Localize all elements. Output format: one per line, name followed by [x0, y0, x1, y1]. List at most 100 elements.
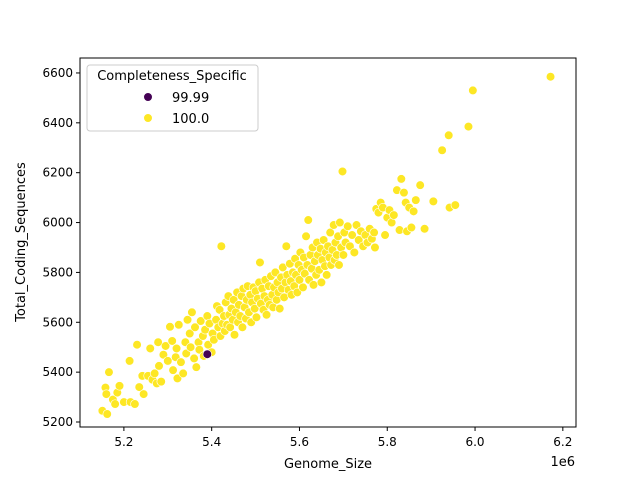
- scatter-point-100.0: [437, 145, 447, 155]
- scatter-point-100.0: [132, 340, 142, 350]
- scatter-point-100.0: [250, 303, 260, 314]
- legend-title: Completeness_Specific: [97, 69, 247, 84]
- scatter-point-100.0: [145, 343, 155, 354]
- scatter-point-100.0: [351, 220, 362, 230]
- legend-marker-99.99: [143, 92, 153, 102]
- legend: Completeness_Specific 99.99 100.0: [86, 64, 259, 132]
- scatter-point-100.0: [411, 195, 421, 205]
- scatter-point-100.0: [444, 130, 454, 140]
- scatter-point-100.0: [186, 342, 196, 352]
- x-tick-label: 5.6: [290, 435, 309, 449]
- scatter-point-100.0: [281, 241, 291, 251]
- scatter-point-100.0: [354, 235, 364, 245]
- scatter-point-100.0: [261, 310, 272, 320]
- scatter-point-100.0: [237, 322, 248, 332]
- y-axis-label: Total_Coding_Sequences: [14, 162, 29, 323]
- scatter-point-100.0: [298, 282, 308, 292]
- scatter-point-100.0: [301, 231, 311, 241]
- scatter-point-100.0: [187, 307, 197, 317]
- scatter-point-100.0: [396, 174, 406, 184]
- y-tick-label: 6400: [42, 116, 73, 130]
- y-axis-ticks: 5200 5400 5600 5800 6000 6200 6400 6600: [42, 66, 80, 429]
- scatter-point-100.0: [370, 242, 380, 253]
- y-tick-label: 5800: [42, 265, 73, 279]
- scatter-point-100.0: [347, 230, 357, 240]
- scatter-point-100.0: [160, 341, 171, 351]
- x-tick-label: 5.4: [202, 435, 221, 449]
- scatter-point-100.0: [171, 343, 182, 354]
- legend-marker-100.0: [143, 113, 153, 123]
- scatter-point-100.0: [251, 312, 262, 322]
- y-tick-label: 5400: [42, 365, 73, 379]
- scatter-point-100.0: [216, 241, 226, 251]
- scatter-point-100.0: [338, 250, 348, 260]
- y-tick-label: 6000: [42, 216, 73, 230]
- scatter-point-100.0: [389, 210, 399, 220]
- x-tick-label: 6.2: [553, 435, 572, 449]
- scatter-point-100.0: [334, 260, 344, 270]
- scatter-point-100.0: [335, 217, 345, 228]
- scatter-point-100.0: [174, 320, 184, 330]
- scatter-point-100.0: [158, 350, 168, 360]
- legend-label-99.99: 99.99: [172, 91, 209, 106]
- scatter-point-100.0: [178, 368, 188, 378]
- scatter-point-100.0: [104, 367, 114, 377]
- scatter-point-100.0: [134, 382, 144, 392]
- scatter-point-100.0: [303, 215, 313, 225]
- scatter-point-100.0: [369, 227, 379, 238]
- scatter-point-100.0: [463, 121, 474, 132]
- scatter-point-100.0: [200, 325, 210, 335]
- scatter-point-100.0: [150, 368, 160, 378]
- scatter-point-100.0: [316, 277, 327, 287]
- legend-label-100.0: 100.0: [172, 112, 209, 127]
- scatter-point-100.0: [408, 206, 419, 216]
- y-tick-label: 6200: [42, 166, 73, 180]
- scatter-point-100.0: [194, 345, 204, 355]
- x-tick-label: 6.0: [465, 435, 484, 449]
- points-layer: [97, 72, 556, 419]
- scatter-point-100.0: [114, 381, 125, 391]
- scatter-point-100.0: [428, 196, 438, 206]
- scatter-point-100.0: [394, 225, 405, 235]
- scatter-point-100.0: [130, 399, 140, 409]
- x-axis-offset-label: 1e6: [550, 455, 575, 470]
- scatter-point-100.0: [153, 337, 163, 347]
- scatter-point-100.0: [139, 389, 149, 399]
- scatter-point-100.0: [156, 377, 166, 387]
- scatter-point-100.0: [191, 362, 201, 372]
- scatter-point-100.0: [163, 356, 173, 366]
- scatter-point-100.0: [101, 389, 111, 399]
- scatter-point-100.0: [110, 399, 120, 409]
- scatter-point-100.0: [154, 361, 164, 371]
- scatter-point-100.0: [415, 180, 425, 190]
- scatter-point-100.0: [345, 241, 355, 251]
- x-axis-ticks: 5.2 5.4 5.6 5.8 6.0 6.2: [114, 427, 572, 449]
- scatter-point-100.0: [168, 365, 178, 375]
- scatter-point-99.99: [202, 349, 212, 359]
- scatter-point-100.0: [255, 257, 265, 268]
- y-tick-label: 6600: [42, 66, 73, 80]
- scatter-point-100.0: [300, 269, 310, 279]
- x-tick-label: 5.8: [378, 435, 397, 449]
- scatter-point-100.0: [196, 316, 206, 326]
- scatter-point-100.0: [450, 200, 460, 210]
- scatter-point-100.0: [343, 221, 353, 231]
- scatter-point-100.0: [545, 72, 556, 82]
- y-tick-label: 5200: [42, 415, 73, 429]
- scatter-point-100.0: [294, 275, 305, 285]
- y-tick-label: 5600: [42, 315, 73, 329]
- scatter-point-100.0: [337, 166, 348, 177]
- scatter-point-100.0: [349, 247, 359, 258]
- scatter-point-100.0: [182, 315, 193, 325]
- scatter-point-100.0: [176, 357, 186, 367]
- scatter-point-100.0: [185, 328, 195, 339]
- scatter-point-100.0: [181, 348, 191, 359]
- legend-frame: [86, 64, 259, 132]
- scatter-point-100.0: [275, 303, 285, 314]
- scatter-point-100.0: [399, 188, 409, 198]
- scatter-point-100.0: [325, 227, 335, 238]
- scatter-point-100.0: [278, 262, 288, 273]
- scatter-point-100.0: [214, 305, 225, 315]
- scatter-point-100.0: [406, 222, 416, 233]
